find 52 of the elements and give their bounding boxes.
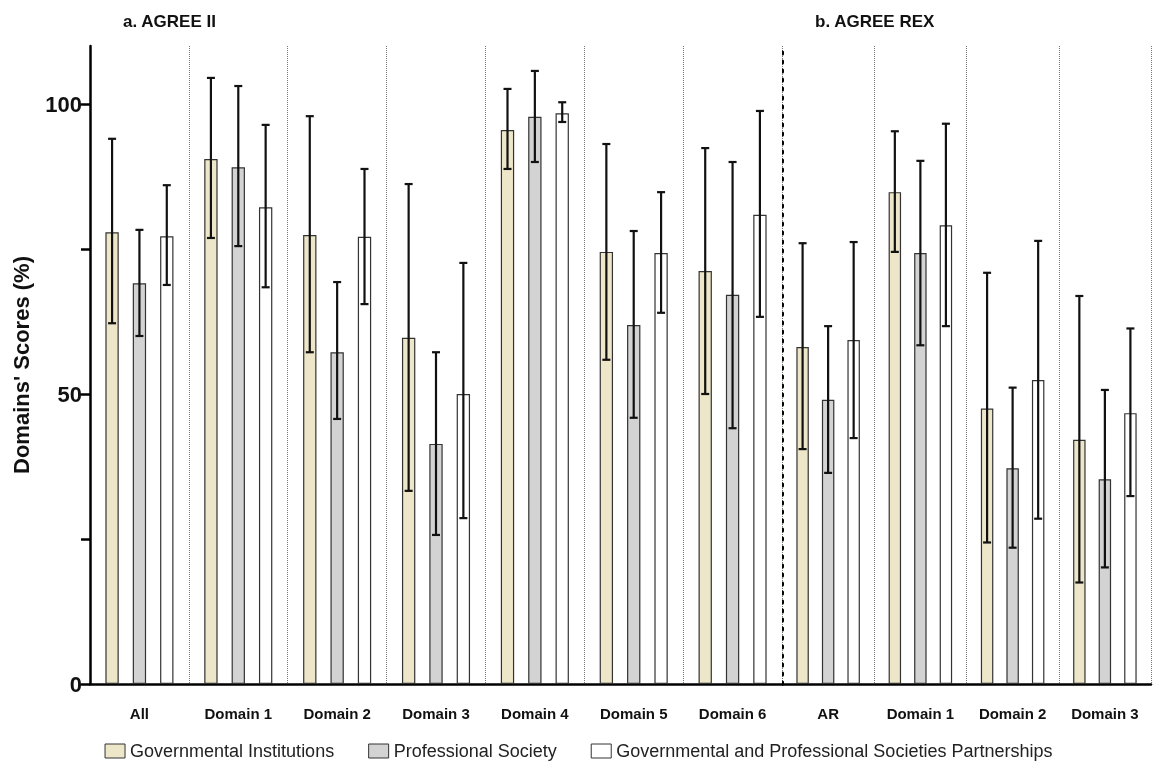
x-tick-label: Domain 1	[204, 705, 273, 722]
bar	[330, 352, 344, 684]
bar	[698, 271, 712, 684]
bar	[725, 294, 740, 684]
bar	[303, 235, 317, 684]
bar	[429, 443, 443, 684]
x-tick-label: Domain 5	[599, 705, 668, 722]
bar	[160, 236, 174, 684]
bar	[796, 347, 809, 684]
legend-label: Governmental and Professional Societies Partnerships	[616, 741, 1053, 761]
bar	[627, 324, 641, 684]
x-tick-label: Domain 6	[698, 705, 767, 722]
bar	[1006, 468, 1019, 684]
chart-title: a. AGREE II	[123, 12, 216, 31]
bar	[555, 113, 569, 684]
chart-title: b. AGREE REX	[815, 12, 935, 31]
x-tick-label: All	[129, 705, 150, 722]
bar	[654, 253, 668, 684]
bar	[1098, 479, 1112, 684]
bar	[753, 214, 767, 684]
x-tick-label: Domain 4	[501, 705, 570, 722]
x-tick-label: Domain 2	[978, 705, 1047, 722]
bar	[105, 232, 119, 684]
x-tick-label: Domain 3	[1071, 705, 1139, 722]
x-tick-label: Domain 1	[886, 705, 955, 722]
bar	[888, 192, 902, 684]
legend-label: Professional Society	[393, 741, 557, 761]
bar	[939, 225, 953, 684]
bar	[914, 253, 927, 684]
bar	[821, 399, 835, 684]
bar	[231, 167, 245, 684]
bar	[1031, 380, 1045, 684]
x-tick-label: Domain 3	[402, 705, 470, 722]
bar	[204, 159, 218, 684]
bar	[599, 251, 614, 684]
y-tick-label: 0	[69, 671, 82, 697]
bar	[500, 130, 515, 684]
x-tick-label: Domain 2	[303, 705, 371, 722]
y-tick-label: 100	[45, 91, 82, 117]
bar	[357, 236, 372, 684]
bar	[847, 340, 860, 684]
y-tick-label: 50	[57, 381, 82, 407]
bar	[401, 337, 416, 684]
bar	[456, 394, 471, 684]
bar	[258, 207, 273, 684]
bar	[132, 283, 147, 684]
bar	[1124, 413, 1137, 684]
bar	[980, 408, 994, 684]
legend-label: Governmental Institutions	[130, 741, 335, 761]
y-axis-title: Domains' Scores (%)	[8, 256, 34, 474]
x-tick-label: AR	[817, 705, 840, 722]
bar	[528, 116, 542, 684]
